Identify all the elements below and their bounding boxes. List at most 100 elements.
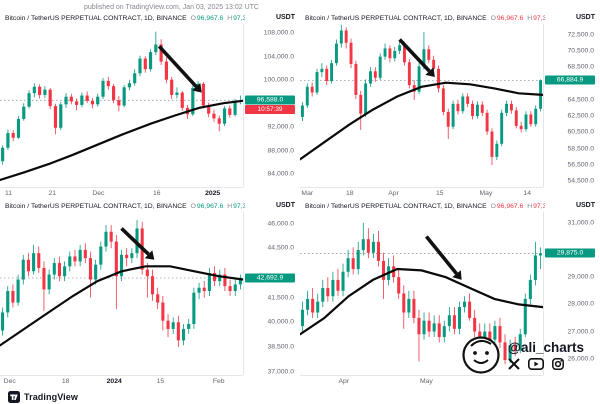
symbol-title: Bitcoin / TetherUS PERPETUAL CONTRACT, 1… [5, 15, 187, 22]
high-value: 97,325.7 [233, 15, 245, 22]
price-axis: 72,500.0 70,500.0 68,500.0 64,500.0 62,500.0… [544, 24, 599, 187]
candles-svg [0, 220, 243, 348]
y-axis-tick: 38,500.0 [267, 343, 294, 351]
high-value: 97,325.7 [533, 203, 545, 210]
y-axis-tick: 37,000.0 [267, 368, 294, 376]
y-axis-tick: 62,500.0 [567, 112, 594, 120]
y-axis-tick: 108,000.0 [263, 29, 294, 37]
last-price-badge: 66,884.9 [545, 75, 595, 85]
candles-svg [300, 24, 543, 165]
x-axis-tick: Apr [388, 190, 399, 197]
candlestick-plot [0, 212, 244, 375]
x-axis-tick: Feb [212, 378, 225, 385]
y-axis-tick: 29,000.0 [567, 273, 594, 281]
high-value: 97,325.7 [533, 15, 545, 22]
y-axis-tick: 68,500.0 [567, 63, 594, 71]
y-axis-tick: 56,500.0 [567, 161, 594, 169]
high-value: 97,325.7 [233, 203, 245, 210]
time-axis: 11 21 Dec 16 2025 [0, 187, 243, 201]
social-icons [508, 358, 584, 370]
y-axis-tick: 28,000.0 [567, 300, 594, 308]
open-value: 96,967.6 [496, 203, 524, 210]
x-axis-tick: 11 [4, 190, 13, 197]
chart-header: Bitcoin / TetherUS PERPETUAL CONTRACT, 1… [300, 13, 545, 24]
y-axis-tick: 88,000.0 [267, 147, 294, 155]
open-label: O [190, 203, 196, 210]
tradingview-wordmark[interactable]: TradingView [24, 391, 78, 402]
footer: TradingView [0, 389, 600, 404]
price-axis: 31,000.0 29,000.0 28,000.0 27,000.0 26,000.0… [544, 212, 599, 375]
axis-currency-label: USDT [575, 14, 595, 21]
x-axis-tick: Dec [3, 378, 16, 385]
time-axis: Apr May [300, 375, 543, 389]
instagram-icon[interactable] [551, 358, 564, 370]
open-label: O [190, 15, 196, 22]
x-axis-tick: 21 [48, 190, 57, 197]
symbol-title: Bitcoin / TetherUS PERPETUAL CONTRACT, 1… [5, 203, 187, 210]
x-axis-tick: Apr [338, 378, 350, 385]
high-label: H [527, 203, 533, 210]
y-axis-tick: 31,000.0 [567, 219, 594, 227]
high-label: H [227, 203, 233, 210]
bar-close-countdown: 10:57:39 [245, 104, 295, 114]
x-axis-tick: 2024 [106, 378, 122, 385]
chart-panel-bottom-right: USDT Bitcoin / TetherUS PERPETUAL CONTRA… [300, 201, 600, 389]
chart-header: Bitcoin / TetherUS PERPETUAL CONTRACT, 1… [300, 201, 545, 212]
symbol-title: Bitcoin / TetherUS PERPETUAL CONTRACT, 1… [305, 15, 487, 22]
last-price-badge: 42,692.9 [245, 273, 295, 283]
chart-panel-top-left: USDT Bitcoin / TetherUS PERPETUAL CONTRA… [0, 13, 300, 201]
x-icon[interactable] [508, 358, 520, 370]
y-axis-tick: 92,000.0 [267, 123, 294, 131]
y-axis-tick: 60,500.0 [567, 128, 594, 136]
y-axis-tick: 26,000.0 [567, 355, 594, 363]
x-axis-tick: 18 [61, 378, 70, 385]
x-axis-tick: May [479, 190, 493, 197]
candles-svg [300, 222, 543, 365]
y-axis-tick: 70,500.0 [567, 47, 594, 55]
open-label: O [490, 15, 496, 22]
last-price-badge: 96,588.0 [245, 95, 295, 105]
time-axis: Mar 18 Apr 15 May 14 [300, 187, 543, 201]
open-label: O [490, 203, 496, 210]
y-axis-tick: 44,500.0 [267, 244, 294, 252]
candlestick-plot [300, 24, 544, 187]
x-axis-tick: 18 [346, 190, 354, 197]
chart-panel-bottom-left: USDT Bitcoin / TetherUS PERPETUAL CONTRA… [0, 201, 300, 389]
price-axis: 46,000.0 44,500.0 41,500.0 40,000.0 38,500.0… [244, 212, 299, 375]
x-axis-tick: Dec [92, 190, 105, 197]
y-axis-tick: 104,000.0 [263, 53, 294, 61]
x-axis-tick: 14 [523, 190, 531, 197]
y-axis-tick: 27,000.0 [567, 328, 594, 336]
x-axis-tick: Mar [301, 190, 314, 197]
candles-svg [0, 31, 243, 182]
last-price-badge: 29,875.0 [545, 248, 595, 258]
x-axis-tick: 2025 [205, 190, 221, 197]
watermark: @ali_charts [461, 335, 584, 375]
candlestick-plot [300, 212, 544, 375]
x-axis-tick: 15 [156, 378, 165, 385]
y-axis-tick: 64,500.0 [567, 96, 594, 104]
y-axis-tick: 72,500.0 [567, 31, 594, 39]
y-axis-tick: 54,500.0 [567, 177, 594, 185]
youtube-icon[interactable] [527, 358, 544, 370]
price-axis: 108,000.0 104,000.0 100,000.0 92,000.0 88,00… [244, 24, 299, 187]
open-value: 96,967.6 [196, 203, 224, 210]
time-axis: Dec 18 2024 15 Feb [0, 375, 243, 389]
x-axis-tick: 16 [152, 190, 161, 197]
y-axis-tick: 58,500.0 [567, 145, 594, 153]
symbol-title: Bitcoin / TetherUS PERPETUAL CONTRACT, 1… [305, 203, 487, 210]
chart-header: Bitcoin / TetherUS PERPETUAL CONTRACT, 1… [0, 13, 245, 24]
tradingview-logo-icon[interactable] [8, 390, 20, 403]
chart-header: Bitcoin / TetherUS PERPETUAL CONTRACT, 1… [0, 201, 245, 212]
chart-grid: USDT Bitcoin / TetherUS PERPETUAL CONTRA… [0, 13, 600, 389]
open-value: 96,967.6 [196, 15, 224, 22]
high-label: H [227, 15, 233, 22]
axis-currency-label: USDT [275, 202, 295, 209]
y-axis-tick: 84,000.0 [267, 170, 294, 178]
y-axis-tick: 46,000.0 [267, 220, 294, 228]
axis-currency-label: USDT [575, 202, 595, 209]
watermark-handle: @ali_charts [507, 340, 584, 355]
open-value: 96,967.6 [496, 15, 524, 22]
published-note: published on TradingView.com, Jan 03, 20… [84, 4, 259, 11]
y-axis-tick: 41,500.0 [267, 294, 294, 302]
